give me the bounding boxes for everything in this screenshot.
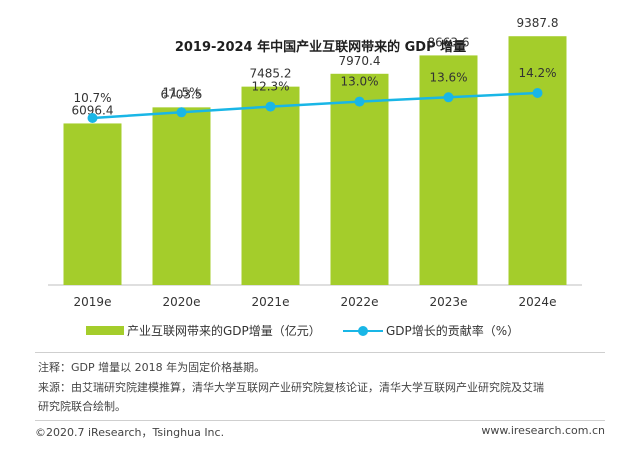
line-point bbox=[87, 113, 98, 123]
bar-value-label: 6096.4 bbox=[72, 103, 114, 117]
note-line-2: 来源：由艾瑞研究院建模推算，清华大学互联网产业研究院复核论证，清华大学互联网产业… bbox=[38, 381, 544, 394]
legend-item-gdp-increment: 产业互联网带来的GDP增量（亿元） bbox=[86, 322, 321, 339]
x-tick-label: 2023e bbox=[430, 295, 468, 309]
line-value-label: 13.6% bbox=[429, 70, 467, 84]
notes-divider bbox=[35, 352, 605, 353]
line-point bbox=[443, 92, 454, 103]
footer-website-link[interactable]: www.iresearch.com.cn bbox=[481, 424, 605, 437]
bar-value-label: 8663.6 bbox=[428, 35, 470, 49]
legend-swatch-line bbox=[343, 325, 383, 336]
line-point bbox=[176, 107, 187, 118]
bar bbox=[63, 123, 122, 285]
bar-value-label: 7970.4 bbox=[339, 54, 381, 68]
bar-value-label: 7485.2 bbox=[250, 67, 292, 81]
footer-divider bbox=[35, 420, 605, 421]
bar-value-label: 6703.5 bbox=[161, 87, 203, 101]
footer-copyright: ©2020.7 iResearch，Tsinghua Inc. bbox=[35, 426, 225, 439]
line-value-label: 11.5% bbox=[162, 85, 200, 99]
x-tick-label: 2019e bbox=[74, 295, 112, 309]
legend-label-bar: 产业互联网带来的GDP增量（亿元） bbox=[127, 324, 321, 338]
line-series-path bbox=[92, 91, 538, 120]
line-value-label: 12.3% bbox=[251, 80, 289, 94]
bar bbox=[508, 36, 567, 286]
bar bbox=[152, 107, 211, 286]
chart-plot: 6096.42019e6703.52020e7485.22021e7970.42… bbox=[48, 16, 582, 309]
bar bbox=[241, 86, 300, 285]
legend-label-line: GDP增长的贡献率（%） bbox=[386, 324, 520, 338]
chart-legend: 产业互联网带来的GDP增量（亿元） GDP增长的贡献率（%） bbox=[0, 322, 641, 342]
line-value-label: 14.2% bbox=[518, 66, 556, 80]
bar bbox=[330, 73, 389, 286]
line-point bbox=[265, 101, 276, 112]
bar-value-label: 9387.8 bbox=[517, 16, 559, 30]
x-tick-label: 2021e bbox=[252, 295, 290, 309]
legend-item-contribution-rate: GDP增长的贡献率（%） bbox=[343, 322, 519, 339]
line-point bbox=[532, 88, 543, 98]
note-line-3: 研究院联合绘制。 bbox=[38, 400, 126, 413]
chart-title: 2019-2024 年中国产业互联网带来的 GDP 增量 bbox=[174, 40, 467, 55]
bar bbox=[419, 55, 478, 286]
x-tick-label: 2022e bbox=[341, 295, 379, 309]
line-value-label: 13.0% bbox=[340, 75, 378, 89]
line-point bbox=[354, 96, 365, 107]
legend-swatch-bar bbox=[86, 326, 124, 335]
x-tick-label: 2024e bbox=[519, 295, 557, 309]
note-line-1: 注释：GDP 增量以 2018 年为固定价格基期。 bbox=[38, 361, 266, 374]
x-tick-label: 2020e bbox=[163, 295, 201, 309]
line-value-label: 10.7% bbox=[73, 91, 111, 105]
